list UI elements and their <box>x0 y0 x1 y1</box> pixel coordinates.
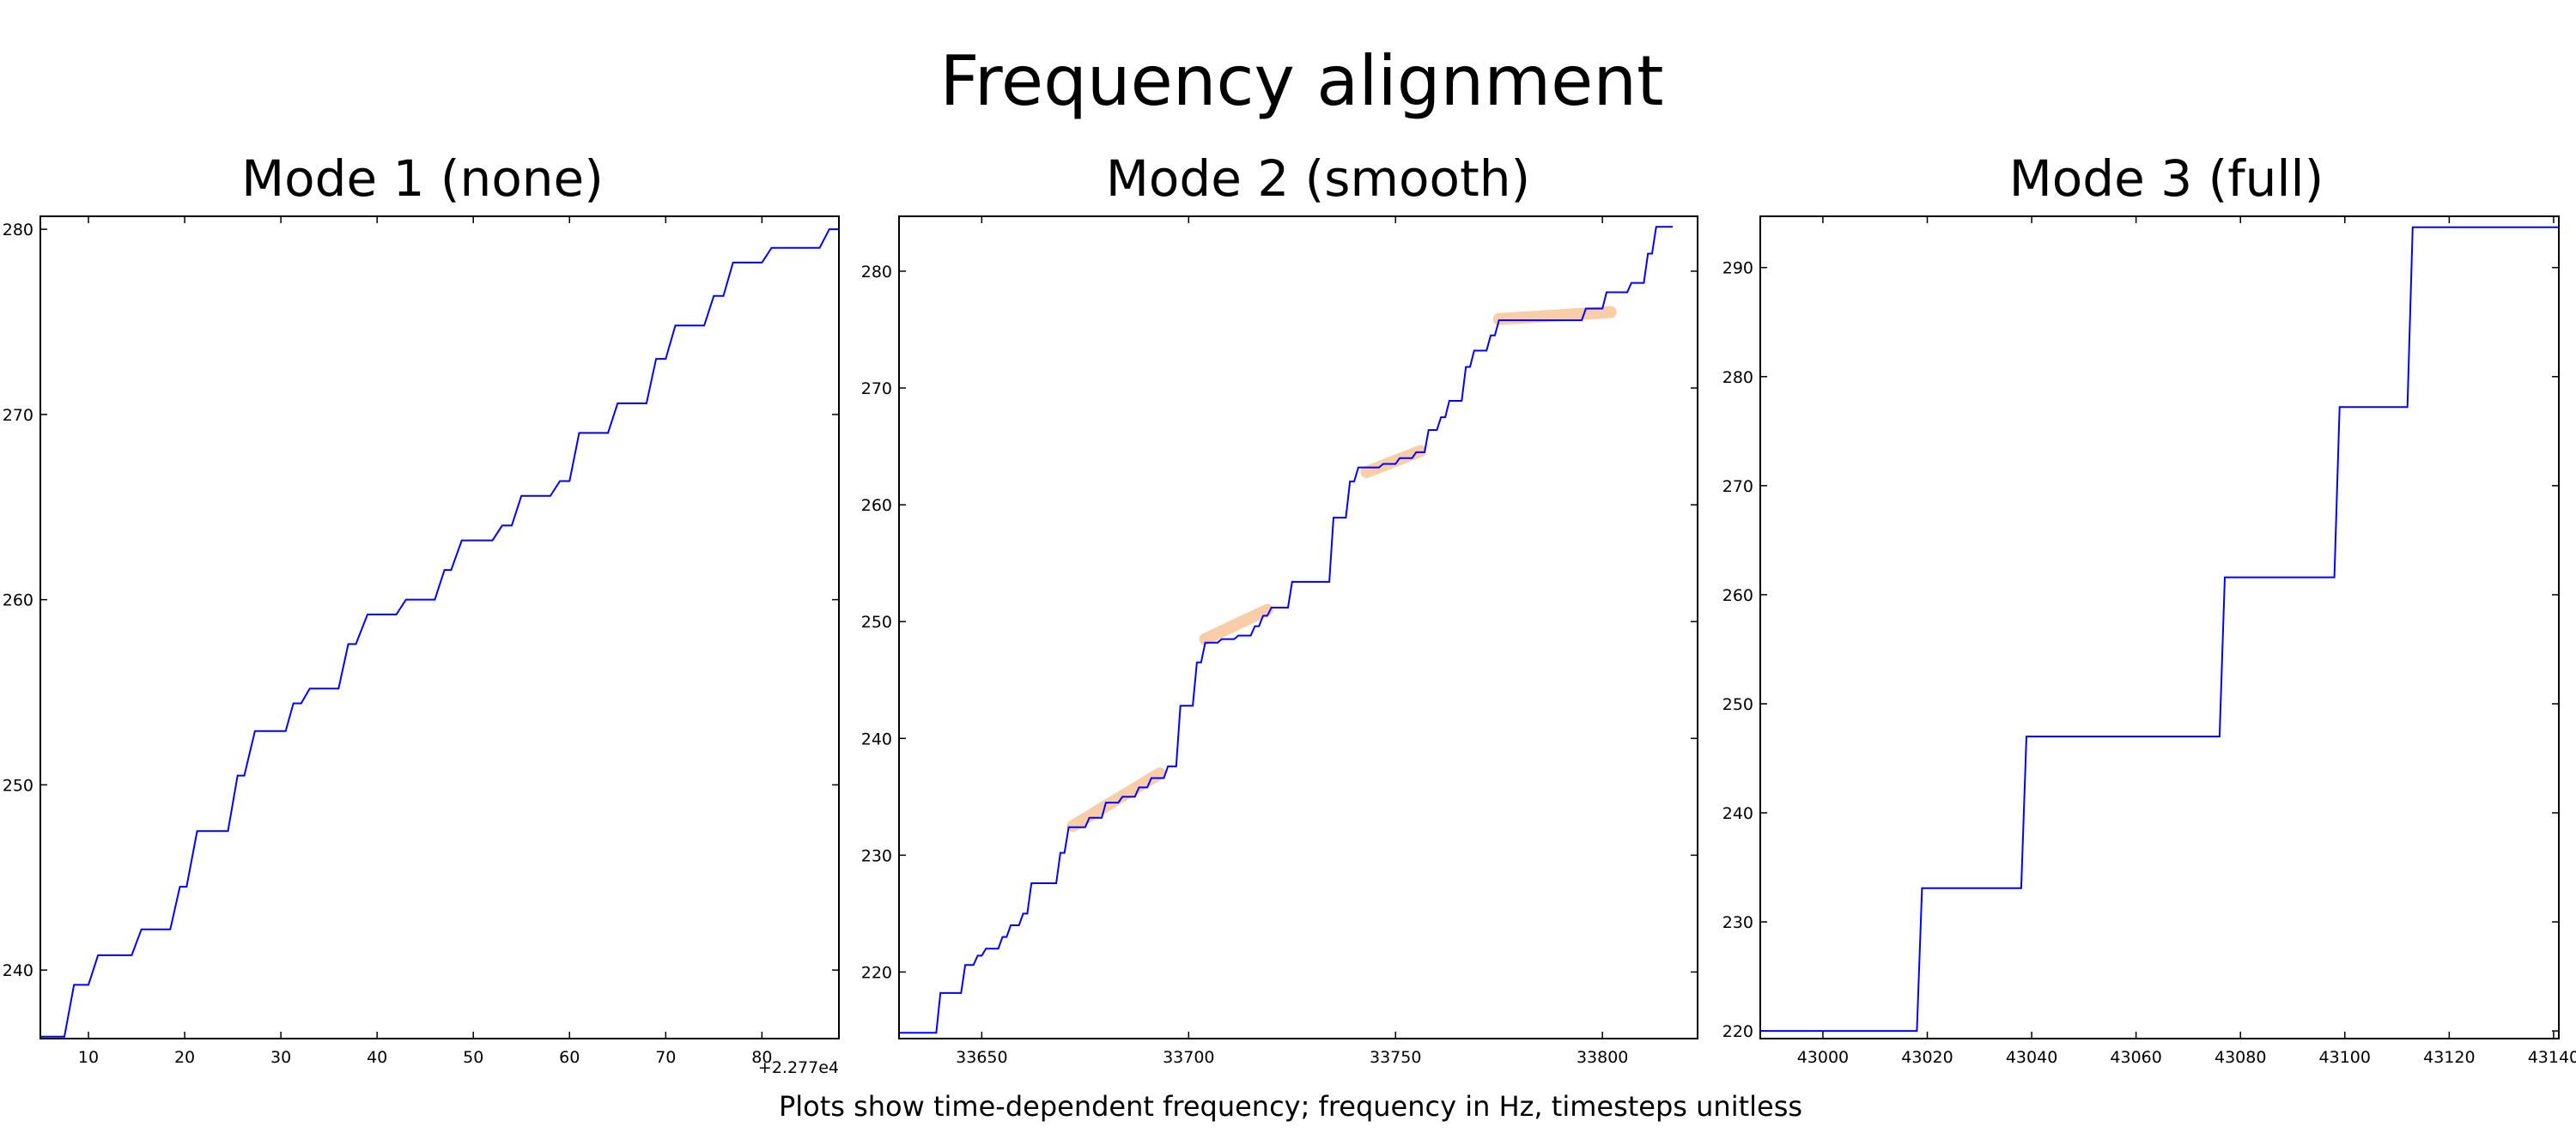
figure-caption: Plots show time-dependent frequency; fre… <box>779 1090 1802 1123</box>
y-tick-label: 260 <box>861 496 892 515</box>
x-tick-label: 43060 <box>2110 1048 2161 1067</box>
x-tick-label: 43020 <box>1901 1048 1953 1067</box>
plot-title-mode-1: Mode 1 (none) <box>241 149 604 208</box>
plot-marks-mode-3: 43000 43020 43040 43060 43080 43100 43120 43140… <box>1722 216 2576 1067</box>
plot-title-mode-3: Mode 3 (full) <box>2009 149 2324 208</box>
y-tick-label: 280 <box>3 221 33 239</box>
x-tick-label: 33750 <box>1370 1048 1421 1067</box>
plot-frame-mode-1 <box>39 215 840 1039</box>
frequency-series-line <box>899 226 1674 1034</box>
plot-mode-3: Mode 3 (full) 43000 43020 43040 43060 43080 4… <box>1722 149 2576 1067</box>
y-tick-label: 220 <box>1722 1022 1753 1041</box>
x-tick-label: 33700 <box>1163 1048 1214 1067</box>
highlight-segment <box>1360 445 1427 479</box>
x-tick-label: 30 <box>270 1048 291 1067</box>
frequency-series-line <box>1760 226 2559 1033</box>
x-tick-label: 33650 <box>956 1048 1007 1067</box>
highlight-segment <box>1199 603 1273 645</box>
x-tick-label: 70 <box>655 1048 676 1067</box>
y-tick-label: 260 <box>1722 586 1753 605</box>
y-tick-label: 230 <box>861 846 892 865</box>
y-tick-label: 250 <box>861 613 892 632</box>
figure-title: Frequency alignment <box>940 41 1664 121</box>
x-tick-label: 40 <box>367 1048 387 1067</box>
x-tick-label: 43120 <box>2423 1048 2475 1067</box>
y-tick-label: 290 <box>1722 259 1753 278</box>
plot-marks-mode-2: 33650 33700 33750 33800 220 230 240 250 260 270 28… <box>861 216 1698 1067</box>
plot-marks-mode-1: 10 20 30 40 50 60 70 80 240 250 260 270 280 <box>3 216 839 1067</box>
y-tick-label: 240 <box>3 961 33 980</box>
y-tick-label: 260 <box>3 591 33 610</box>
y-tick-label: 220 <box>861 963 892 982</box>
x-tick-label: 50 <box>463 1048 483 1067</box>
x-tick-label: 33800 <box>1577 1048 1628 1067</box>
plot-frame-mode-2 <box>898 215 1698 1039</box>
y-tick-label: 250 <box>3 776 33 795</box>
highlight-segment <box>1066 767 1166 833</box>
plot-title-mode-2: Mode 2 (smooth) <box>1106 149 1530 208</box>
x-tick-label: 43100 <box>2319 1048 2371 1067</box>
y-tick-label: 270 <box>861 379 892 398</box>
x-tick-label: 80 <box>751 1048 772 1067</box>
y-tick-label: 240 <box>861 730 892 748</box>
x-tick-label: 43000 <box>1797 1048 1849 1067</box>
plot-frame-mode-3 <box>1759 215 2560 1039</box>
x-offset-label: +2.277e4 <box>758 1058 839 1077</box>
frequency-series-line <box>40 228 839 1038</box>
plot-mode-1: Mode 1 (none) 10 20 30 40 50 60 70 80 240 250 260 2… <box>3 149 840 1077</box>
x-tick-label: 10 <box>78 1048 99 1067</box>
x-tick-label: 43140 <box>2528 1048 2576 1067</box>
x-tick-label: 43080 <box>2215 1048 2266 1067</box>
y-tick-label: 250 <box>1722 695 1753 714</box>
x-tick-label: 43040 <box>2006 1048 2057 1067</box>
y-tick-label: 240 <box>1722 804 1753 823</box>
highlight-segment <box>1492 306 1617 325</box>
x-tick-label: 20 <box>174 1048 195 1067</box>
y-tick-label: 270 <box>3 406 33 425</box>
y-tick-label: 280 <box>861 263 892 282</box>
y-tick-label: 270 <box>1722 477 1753 496</box>
plot-mode-2: Mode 2 (smooth) 33650 33700 33750 33800 220 2… <box>861 149 1698 1067</box>
y-tick-label: 230 <box>1722 913 1753 932</box>
x-tick-label: 60 <box>559 1048 580 1067</box>
y-tick-label: 280 <box>1722 368 1753 387</box>
